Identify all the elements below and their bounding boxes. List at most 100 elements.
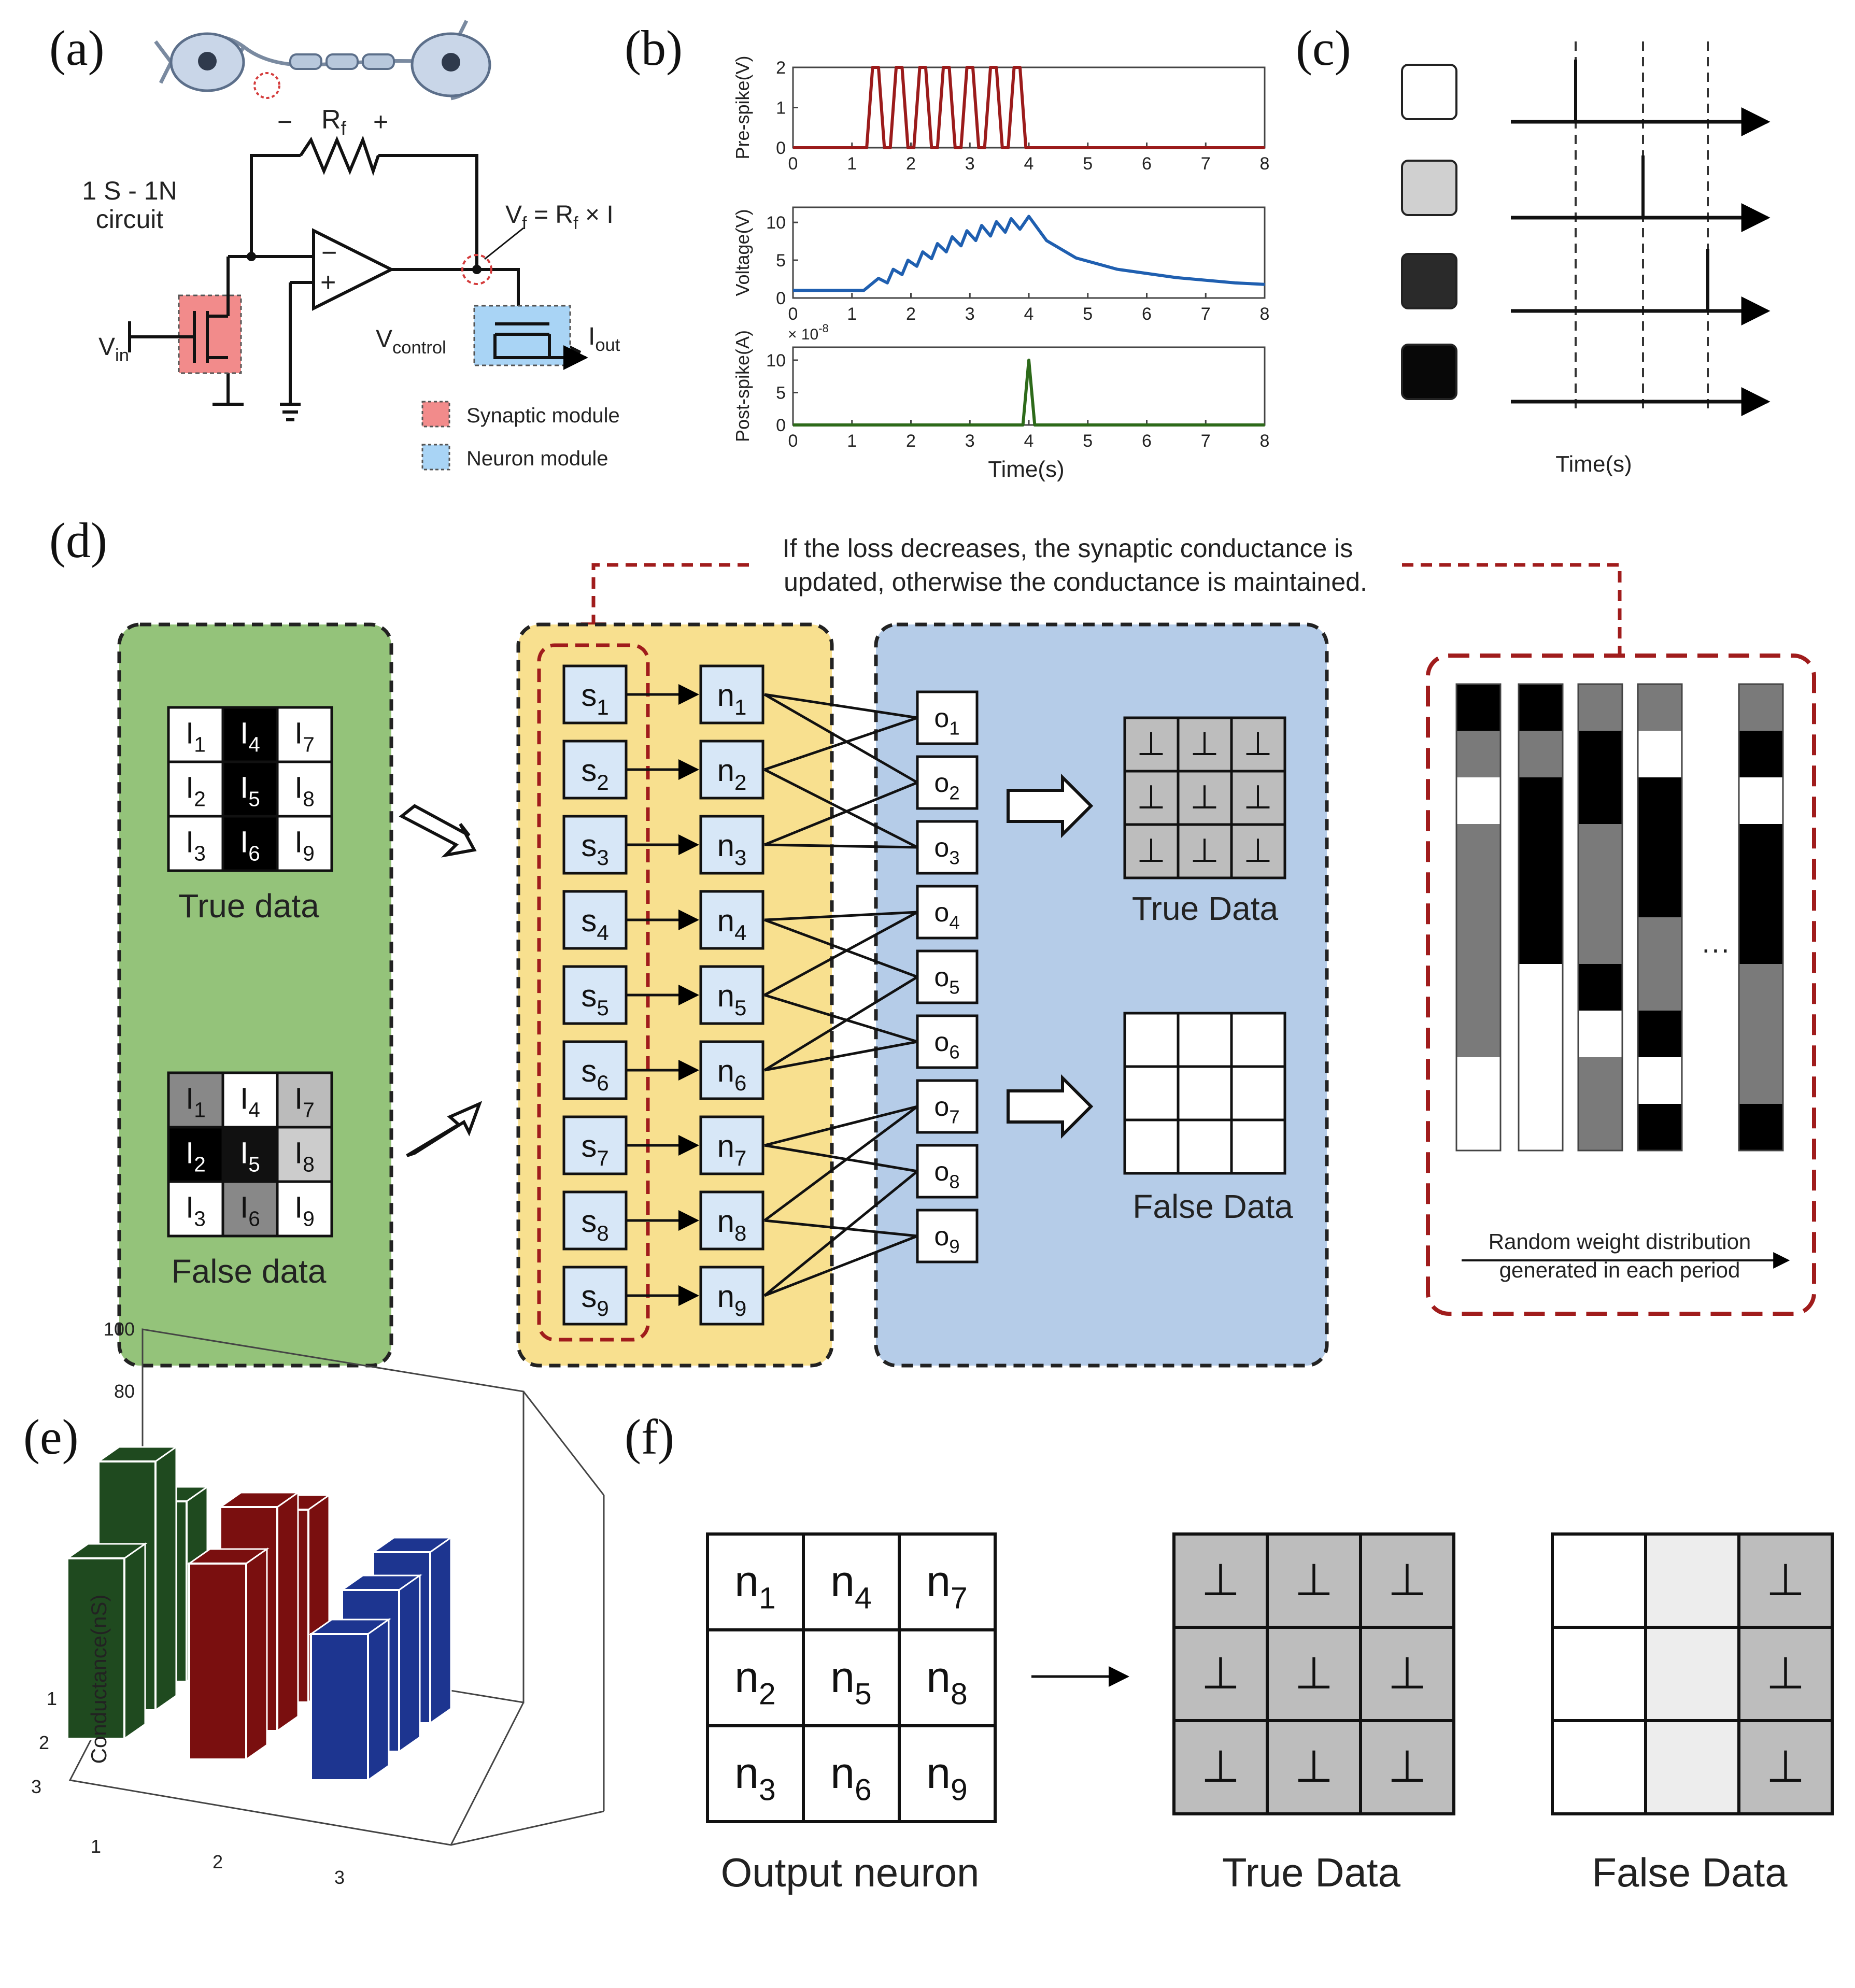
x-tick-label: 6 <box>1142 431 1152 451</box>
true-data-cell <box>1266 1532 1362 1629</box>
false-output-cell <box>1177 1065 1233 1121</box>
false-output-arrow <box>1007 1074 1094 1139</box>
weight-segment <box>1739 824 1783 964</box>
synapse-node <box>562 664 628 725</box>
output-neuron-label: n8 <box>926 1653 967 1711</box>
pixel-label: I6 <box>240 1190 260 1230</box>
neuron-output-link <box>764 781 918 846</box>
weight-bar-frame <box>1518 683 1564 1152</box>
false-data-cell <box>1644 1626 1740 1722</box>
bar-side <box>154 1445 177 1712</box>
vcontrol-label: Vcontrol <box>376 325 446 358</box>
neuron-output-link <box>764 843 918 849</box>
false-data-cell <box>1644 1532 1740 1629</box>
synapse-node <box>562 890 628 950</box>
legend-neuron-label: Neuron module <box>466 447 608 470</box>
weight-segment <box>1519 777 1563 964</box>
neuron-label: n4 <box>717 903 747 945</box>
output-neuron-cell <box>898 1532 997 1631</box>
pixel-label: I3 <box>186 825 206 865</box>
pixel-label: I8 <box>294 1136 315 1176</box>
false-data-cell <box>1551 1719 1647 1815</box>
bar-side <box>276 1491 299 1733</box>
stimulus-square <box>1401 344 1457 400</box>
output-node-highlight <box>461 254 492 285</box>
output-neuron-label: n3 <box>734 1749 775 1807</box>
bar-front <box>310 1633 369 1781</box>
input-pixel <box>221 1180 279 1238</box>
weight-segment <box>1638 731 1682 777</box>
weight-segment <box>1739 731 1783 777</box>
pixel-label: I2 <box>186 1136 206 1176</box>
tee-mark: ⊥ <box>1295 1648 1334 1699</box>
output-neuron-cell <box>802 1724 901 1823</box>
wall-edge <box>522 1391 605 1496</box>
series-line <box>793 215 1265 292</box>
weight-segment <box>1638 1011 1682 1057</box>
false-output-cell <box>1230 1065 1286 1121</box>
true-data-cell <box>1359 1532 1455 1629</box>
input-pixel <box>167 1126 224 1183</box>
x-tick-label: 1 <box>847 431 857 451</box>
circuit-label-line2: circuit <box>96 205 164 234</box>
tee-mark: ⊥ <box>1201 1648 1240 1699</box>
line-chart-1: 0 1 2 3 4 5 6 7 8 0 1 2 Pre-spike(V) <box>732 55 1269 174</box>
false-data-cell <box>1644 1719 1740 1815</box>
neuron-label: n1 <box>717 678 747 719</box>
junction-dot <box>247 252 256 261</box>
panel-a: (a) <box>49 20 620 471</box>
resistor-minus: − <box>277 107 292 136</box>
output-neuron-label: n1 <box>734 1557 775 1615</box>
neuron-label: n5 <box>717 978 747 1020</box>
neuron-output-link <box>764 716 918 771</box>
input-pixel <box>221 706 279 763</box>
pixel-label: I5 <box>240 1136 260 1176</box>
post-spike-exponent: × 10-8 <box>788 322 829 343</box>
x-tick-label: 1 <box>91 1836 101 1857</box>
junction-dot <box>472 265 482 274</box>
x-tick-label: 6 <box>1142 154 1152 174</box>
neuron-output-link <box>763 1170 918 1297</box>
false-data-output-label: False Data <box>1132 1188 1293 1225</box>
weight-segment <box>1456 684 1500 731</box>
synapse-selection-box <box>537 643 650 1342</box>
pixel-label: I6 <box>240 825 260 865</box>
x-tick-label: 3 <box>965 154 975 174</box>
false-output-cell <box>1230 1012 1286 1068</box>
input-pixel <box>276 815 333 872</box>
neuron-output-link <box>764 993 918 1043</box>
weight-segment <box>1739 964 1783 1104</box>
output-node <box>916 690 979 745</box>
input-pixel <box>167 1071 224 1129</box>
output-node <box>916 1079 979 1134</box>
x-tick-label: 7 <box>1201 304 1211 324</box>
true-output-cell <box>1230 770 1286 826</box>
weight-segment <box>1739 684 1783 731</box>
y-axis-label: Voltage(V) <box>732 209 753 296</box>
neuron-output-link <box>764 1040 918 1072</box>
output-neuron-label: n4 <box>830 1557 871 1615</box>
tee-mark: ⊥ <box>1243 832 1272 870</box>
output-node <box>916 949 979 1004</box>
synapse-label: s9 <box>581 1279 608 1320</box>
bar-3d <box>65 1542 148 1740</box>
synapse-label: s6 <box>581 1054 608 1095</box>
pixel-label: I1 <box>186 1082 206 1121</box>
panel-b-label: (b) <box>625 20 683 76</box>
output-neuron-label: n5 <box>830 1653 871 1711</box>
output-label: o3 <box>934 833 959 869</box>
line-chart-3: 0 1 2 3 4 5 6 7 8 0 5 10 Post-spike(A) <box>732 330 1269 451</box>
output-neuron-cell <box>706 1532 805 1631</box>
bar-front <box>66 1557 125 1740</box>
output-label: o9 <box>934 1222 959 1257</box>
false-data-cell <box>1551 1626 1647 1722</box>
panel-c-xlabel: Time(s) <box>1555 451 1632 477</box>
plot-frame <box>792 66 1266 149</box>
output-node <box>916 885 979 940</box>
stimulus-square <box>1401 253 1457 309</box>
z-tick-label: 80 <box>114 1381 135 1402</box>
weight-segment <box>1638 684 1682 731</box>
true-output-cell <box>1230 823 1286 879</box>
neuron-node <box>699 1190 764 1251</box>
depth-tick-label: 2 <box>39 1732 49 1753</box>
